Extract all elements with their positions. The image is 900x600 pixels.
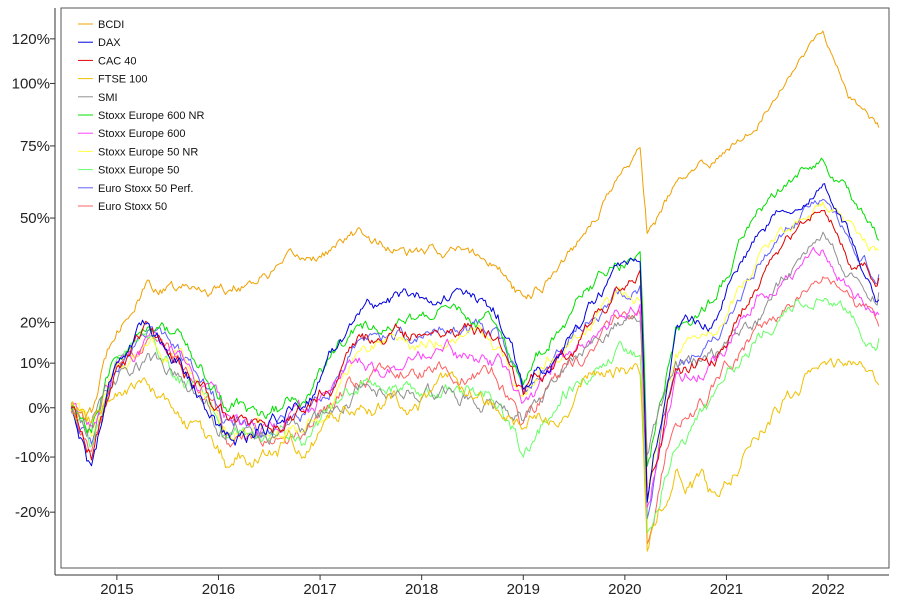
x-tick-label: 2018 <box>405 581 438 598</box>
legend-item-bcdi: BCDI <box>78 19 124 31</box>
y-axis-ticks: -20% -10% 0% 10% 20% 50% 75% 100% 120% <box>12 31 55 521</box>
legend-item-euro-stoxx-50: Euro Stoxx 50 <box>78 201 167 213</box>
y-tick-label: 10% <box>20 355 50 372</box>
y-tick-label: 120% <box>12 31 50 48</box>
legend-item-stoxx-europe-50-nr: Stoxx Europe 50 NR <box>78 146 198 158</box>
x-tick-label: 2022 <box>811 581 844 598</box>
y-tick-label: 20% <box>20 314 50 331</box>
x-tick-label: 2015 <box>100 581 133 598</box>
legend-label: Euro Stoxx 50 Perf. <box>98 183 193 195</box>
x-tick-label: 2017 <box>303 581 336 598</box>
legend-label: Stoxx Europe 50 NR <box>98 146 198 158</box>
x-axis-ticks: 2015 2016 2017 2018 2019 2020 2021 2022 <box>100 575 845 598</box>
legend-label: FTSE 100 <box>98 74 148 86</box>
series-line-stoxx-europe-600 <box>70 246 880 508</box>
legend-label: CAC 40 <box>98 55 137 67</box>
series-line-stoxx-europe-50 <box>70 297 880 534</box>
legend-item-cac-40: CAC 40 <box>78 55 137 67</box>
legend-label: Stoxx Europe 50 <box>98 165 179 177</box>
y-tick-label: 75% <box>20 138 50 155</box>
legend-item-dax: DAX <box>78 37 121 49</box>
series-line-cac-40 <box>70 210 880 499</box>
legend-label: SMI <box>98 92 118 104</box>
legend-item-stoxx-europe-50: Stoxx Europe 50 <box>78 165 179 177</box>
plot-frame <box>60 7 890 569</box>
legend-item-stoxx-europe-600-nr: Stoxx Europe 600 NR <box>78 110 204 122</box>
legend-label: Stoxx Europe 600 NR <box>98 110 204 122</box>
legend-item-stoxx-europe-600: Stoxx Europe 600 <box>78 128 185 140</box>
y-tick-label: 50% <box>20 210 50 227</box>
x-tick-label: 2016 <box>202 581 235 598</box>
y-tick-label: -10% <box>15 449 50 466</box>
series-layer <box>70 30 880 552</box>
x-tick-label: 2020 <box>608 581 641 598</box>
series-line-stoxx-europe-600-nr <box>70 157 880 467</box>
series-line-dax <box>70 183 880 503</box>
legend-item-euro-stoxx-50-perf: Euro Stoxx 50 Perf. <box>78 183 193 195</box>
legend-item-smi: SMI <box>78 92 118 104</box>
y-tick-label: 100% <box>12 75 50 92</box>
legend: BCDI DAX CAC 40 FTSE 100 SMI Stoxx Europe 600… <box>78 19 204 213</box>
legend-label: Euro Stoxx 50 <box>98 201 167 213</box>
series-line-bcdi <box>70 30 880 421</box>
legend-label: Stoxx Europe 600 <box>98 128 185 140</box>
series-line-smi <box>70 231 880 456</box>
x-tick-label: 2019 <box>507 581 540 598</box>
legend-item-ftse-100: FTSE 100 <box>78 74 148 86</box>
y-tick-label: -20% <box>15 504 50 521</box>
legend-label: DAX <box>98 37 121 49</box>
x-tick-label: 2021 <box>710 581 743 598</box>
legend-label: BCDI <box>98 19 124 31</box>
series-line-ftse-100 <box>70 357 880 552</box>
y-tick-label: 0% <box>28 400 50 417</box>
series-line-euro-stoxx-50 <box>70 276 880 545</box>
